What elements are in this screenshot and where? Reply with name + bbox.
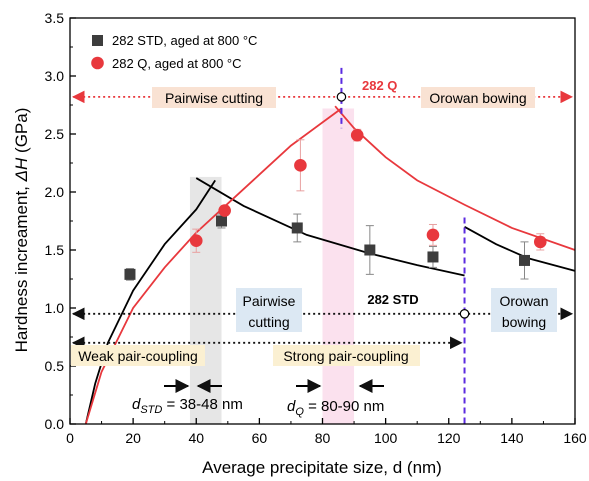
y-tick-label: 0.5 [45,358,65,374]
std-orowan-box [491,288,557,332]
legend-marker-std [92,35,103,46]
q-orowan-box [421,87,535,108]
model-curve-2 [464,226,576,272]
transition-marker-0 [336,92,347,102]
dq-symbol: d [287,398,296,415]
dq-range-label: dQ = 80-90 nm [287,398,384,418]
x-tick-label: 60 [252,430,268,446]
x-tick-label: 120 [437,430,461,446]
model-curve-0 [84,179,216,425]
dstd-symbol: d [132,396,141,413]
y-tick-label: 2.0 [45,184,65,200]
q-pairwise-box [152,87,276,108]
shaded-bands [189,108,355,424]
data-points [124,128,547,280]
std-data-point [364,244,376,256]
strong-coupling-box [273,345,420,366]
x-tick-label: 80 [315,430,331,446]
weak-coupling-label: Weak pair-coupling [78,348,198,364]
y-ticks: 0.0 0.5 1.0 1.5 2.0 2.5 3.0 3.5 [45,10,76,432]
shaded-band-1 [322,108,355,424]
std-data-point [124,268,136,280]
y-axis-title-prefix: Hardness increament, [12,181,31,352]
annotations: 282 Q Pairwise cutting Orowan bowing 282… [71,78,557,418]
std-data-point [427,251,439,263]
dq-sub: Q [295,406,304,418]
y-tick-label: 0.0 [45,416,65,432]
std-orowan-line2: bowing [502,314,546,330]
std-data-point [216,215,227,227]
x-tick-label: 40 [188,430,204,446]
y-axis-title: Hardness increament, ΔH (GPa) [12,108,31,353]
q-data-point [189,234,203,248]
transition-markers [336,67,470,424]
model-curve-4 [334,105,576,251]
y-tick-label: 3.5 [45,10,65,26]
std-pairwise-line1: Pairwise [243,293,296,309]
y-tick-label: 1.0 [45,300,65,316]
y-axis-title-suffix: (GPa) [12,108,31,158]
x-ticks: 0 20 40 60 80 100 120 140 160 [66,418,587,446]
dstd-sub: STD [140,404,162,416]
x-tick-label: 160 [563,430,587,446]
q-data-point [533,235,547,249]
q-data-point [350,128,364,142]
y-tick-label: 1.5 [45,242,65,258]
weak-coupling-box [71,345,205,366]
legend-marker-q [91,56,104,70]
q-data-point [426,228,440,242]
q-curve-label: 282 Q [362,78,397,93]
std-data-point [291,222,303,234]
strong-coupling-label: Strong pair-coupling [283,348,408,364]
std-pairwise-line2: cutting [248,314,289,330]
dq-value: = 80-90 nm [304,398,384,415]
q-data-point [294,159,307,172]
y-tick-label: 3.0 [45,68,65,84]
std-pairwise-box [236,288,302,332]
y-axis-title-symbol: ΔH [12,157,31,182]
q-pairwise-label: Pairwise cutting [165,90,263,106]
transition-marker-1 [459,308,470,319]
std-data-point [519,254,530,266]
x-tick-label: 20 [125,430,141,446]
model-curve-1 [195,177,465,277]
x-tick-label: 140 [500,430,524,446]
std-curve-label: 282 STD [367,292,418,307]
legend-label-q: 282 Q, aged at 800 °C [112,56,242,71]
y-tick-label: 2.5 [45,126,65,142]
dstd-value: = 38-48 nm [162,396,242,413]
x-tick-label: 0 [66,430,74,446]
q-data-point [218,204,231,217]
x-tick-label: 100 [374,430,398,446]
dstd-range-label: dSTD = 38-48 nm [132,396,243,416]
legend: 282 STD, aged at 800 °C 282 Q, aged at 8… [91,33,257,71]
q-orowan-label: Orowan bowing [429,90,526,106]
legend-label-std: 282 STD, aged at 800 °C [112,33,257,48]
x-axis-title: Average precipitate size, d (nm) [202,458,442,477]
std-orowan-line1: Orowan [499,293,548,309]
